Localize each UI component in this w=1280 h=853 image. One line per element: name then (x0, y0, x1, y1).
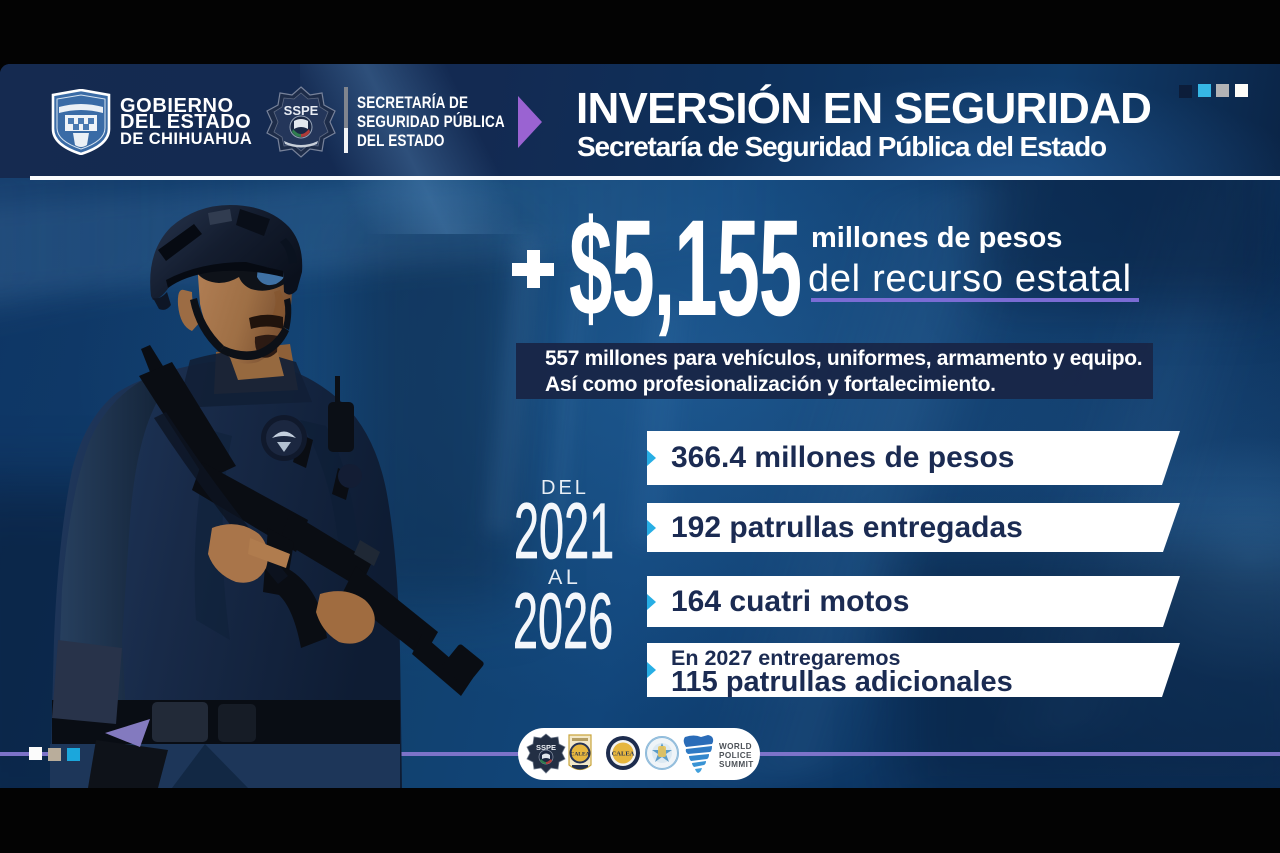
svg-text:POLICE: POLICE (719, 751, 752, 760)
svg-text:SSPE: SSPE (284, 103, 319, 118)
svg-text:CALEA: CALEA (570, 752, 589, 758)
svg-text:CALEA: CALEA (612, 751, 635, 758)
svg-text:SUMMIT: SUMMIT (719, 760, 754, 769)
svg-text:WORLD: WORLD (719, 742, 752, 751)
svg-text:SSPE: SSPE (536, 743, 556, 752)
